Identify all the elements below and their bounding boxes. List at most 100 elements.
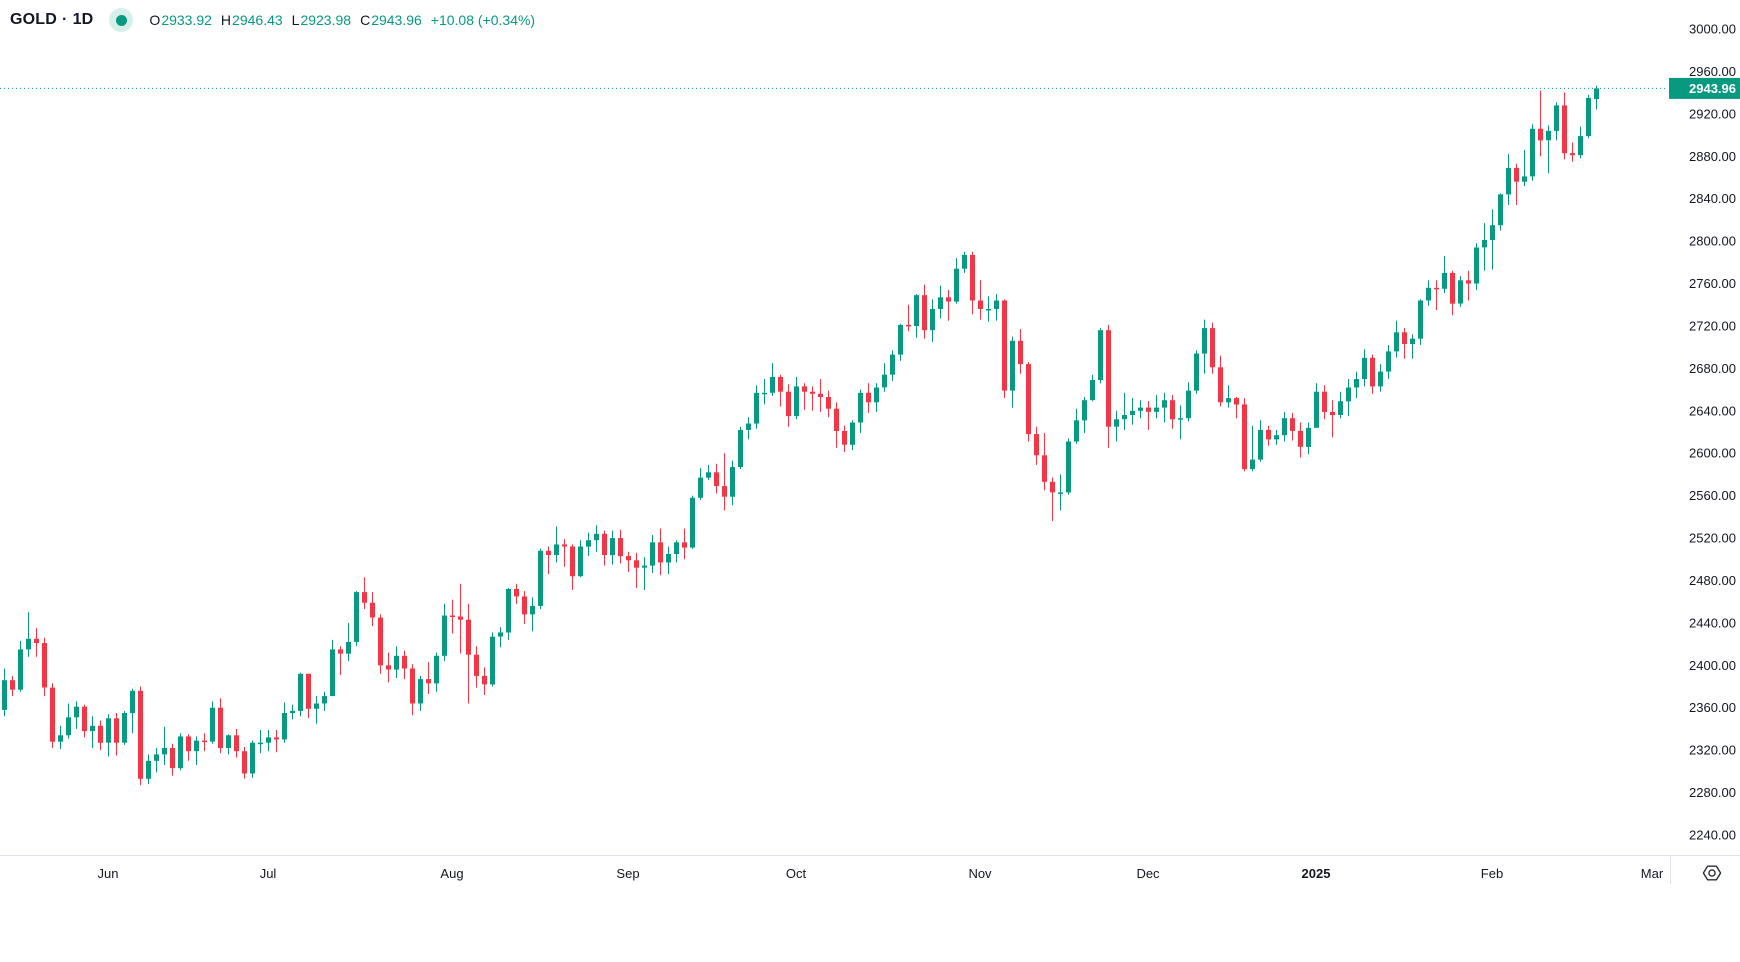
candle: [522, 591, 527, 624]
open-label: O: [149, 12, 161, 28]
price-tick-label: 2280.00: [1689, 785, 1736, 800]
candle: [586, 532, 591, 557]
candle: [1138, 400, 1143, 419]
price-tick-label: 2560.00: [1689, 488, 1736, 503]
candle: [1418, 299, 1423, 345]
candle: [962, 251, 967, 273]
candle: [618, 529, 623, 564]
candle: [1482, 223, 1487, 271]
candle: [1226, 385, 1231, 408]
candle: [410, 664, 415, 716]
candle: [1322, 385, 1327, 420]
candle: [394, 646, 399, 678]
candle: [10, 675, 15, 697]
candle: [1050, 477, 1055, 522]
price-axis[interactable]: [1668, 0, 1740, 854]
candle: [802, 383, 807, 410]
candle: [378, 614, 383, 674]
candle: [210, 701, 215, 744]
axis-settings-button[interactable]: [1698, 861, 1726, 885]
candle: [634, 552, 639, 588]
time-tick-label: 2025: [1302, 866, 1331, 881]
candle: [1594, 85, 1599, 110]
candle: [738, 426, 743, 470]
high-label: H: [220, 12, 232, 28]
candle: [1026, 362, 1031, 442]
candle: [482, 667, 487, 695]
candle: [594, 525, 599, 552]
low-value: 2923.98: [300, 12, 352, 28]
time-tick-label: Sep: [616, 866, 639, 881]
candle: [1506, 154, 1511, 205]
candle: [978, 280, 983, 320]
candle: [154, 748, 159, 773]
candle: [34, 628, 39, 657]
ohlc-readout: O 2933.92 H 2946.43 L 2923.98 C 2943.96 …: [149, 12, 535, 28]
high-value: 2946.43: [232, 12, 283, 28]
candle: [810, 386, 815, 411]
market-status-icon[interactable]: [109, 8, 134, 32]
candle: [650, 534, 655, 573]
candle: [994, 294, 999, 321]
candle: [658, 528, 663, 576]
price-tick-label: 2800.00: [1689, 234, 1736, 249]
candle: [1426, 280, 1431, 306]
candle: [1578, 126, 1583, 159]
price-tick-label: 2880.00: [1689, 149, 1736, 164]
candle: [1066, 438, 1071, 495]
candle: [834, 402, 839, 448]
candle: [1090, 374, 1095, 402]
candle: [58, 725, 63, 750]
svg-text:2943.96: 2943.96: [1689, 81, 1736, 96]
candle: [162, 726, 167, 765]
symbol-name: GOLD: [10, 11, 58, 28]
market-open-dot: [115, 14, 127, 26]
symbol-title[interactable]: GOLD · 1D: [10, 11, 93, 29]
candle: [1346, 379, 1351, 417]
time-tick-label: Oct: [786, 866, 807, 881]
candle: [690, 495, 695, 549]
candle: [842, 425, 847, 453]
candle: [1210, 322, 1215, 374]
candle: [354, 591, 359, 647]
candle: [1002, 299, 1007, 399]
candle: [1338, 391, 1343, 419]
price-tick-label: 3000.00: [1689, 22, 1736, 37]
candle: [1362, 349, 1367, 387]
change-value: +10.08 (+0.34%): [430, 12, 536, 28]
candle: [242, 747, 247, 779]
candle: [666, 546, 671, 575]
candle: [554, 526, 559, 563]
candle: [442, 603, 447, 662]
candle: [922, 284, 927, 339]
candle: [266, 730, 271, 752]
candle: [426, 662, 431, 694]
candle: [674, 540, 679, 563]
price-tick-label: 2720.00: [1689, 318, 1736, 333]
time-axis[interactable]: [0, 856, 1740, 892]
price-tick-label: 2440.00: [1689, 615, 1736, 630]
candle: [250, 740, 255, 778]
candle: [434, 652, 439, 692]
time-tick-label: Nov: [968, 866, 992, 881]
candle: [1402, 328, 1407, 359]
candle: [74, 701, 79, 729]
candle: [370, 592, 375, 627]
candle: [514, 583, 519, 604]
candle: [66, 703, 71, 739]
candle: [1274, 429, 1279, 445]
candle: [538, 548, 543, 610]
candle: [418, 675, 423, 711]
candle: [770, 363, 775, 396]
candle: [938, 285, 943, 319]
candle: [2, 668, 7, 717]
candle: [906, 304, 911, 332]
candle: [450, 599, 455, 634]
candle: [1154, 394, 1159, 419]
candle: [1522, 149, 1527, 186]
candle: [1290, 412, 1295, 441]
candle: [954, 258, 959, 304]
close-label: C: [360, 12, 371, 28]
candle: [1018, 329, 1023, 374]
